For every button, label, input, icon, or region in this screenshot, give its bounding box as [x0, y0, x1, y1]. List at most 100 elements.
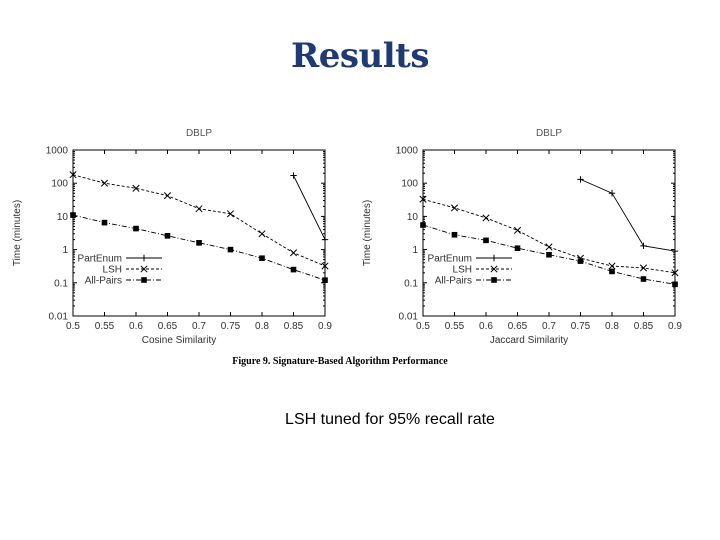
x-tick-label: 0.75 [571, 321, 591, 332]
data-point-all-pairs [514, 245, 521, 252]
series-all-pairs [70, 212, 328, 283]
chart-title: DBLP [186, 128, 212, 139]
x-tick-label: 0.75 [221, 321, 241, 332]
x-tick-label: 0.5 [66, 321, 80, 332]
figure-caption: Figure 9. Signature-Based Algorithm Perf… [232, 356, 448, 367]
y-axis-label: Time (minutes) [12, 200, 23, 266]
series-line-partenum [293, 175, 326, 240]
y-tick-label: 10 [57, 212, 69, 223]
x-tick-label: 0.8 [605, 321, 619, 332]
data-point-all-pairs [133, 225, 139, 232]
y-tick-label: 0.01 [399, 312, 419, 323]
data-point-all-pairs [420, 222, 426, 228]
data-point-lsh [639, 264, 648, 272]
series-lsh [419, 195, 679, 277]
data-point-all-pairs [640, 276, 647, 282]
data-point-lsh [163, 192, 172, 200]
data-point-partenum [608, 189, 616, 197]
legend-label-all-pairs: All-Pairs [85, 276, 122, 287]
y-tick-label: 1 [62, 245, 68, 256]
legend-marker-lsh [490, 265, 498, 273]
data-point-lsh [100, 179, 109, 187]
x-tick-label: 0.55 [445, 321, 465, 332]
x-tick-label: 0.8 [255, 321, 269, 332]
series-partenum [290, 172, 329, 243]
legend-label-lsh: LSH [103, 265, 122, 276]
data-point-lsh [513, 226, 522, 234]
data-point-all-pairs [483, 237, 489, 244]
x-tick-label: 0.7 [192, 321, 206, 332]
data-point-lsh [258, 230, 266, 238]
data-point-lsh [69, 171, 77, 179]
legend-marker-all-pairs [141, 277, 147, 283]
x-tick-label: 0.65 [508, 321, 528, 332]
y-tick-label: 1000 [46, 146, 69, 157]
data-point-all-pairs [227, 246, 234, 253]
data-point-lsh [482, 214, 490, 222]
y-tick-label: 1000 [396, 146, 419, 157]
data-point-lsh [671, 269, 679, 277]
data-point-all-pairs [196, 240, 202, 246]
y-tick-label: 100 [401, 179, 418, 190]
y-tick-label: 10 [407, 212, 419, 223]
x-tick-label: 0.6 [129, 321, 143, 332]
x-axis-label: Cosine Similarity [142, 335, 216, 346]
footnote: LSH tuned for 95% recall rate [285, 411, 495, 428]
legend-label-all-pairs: All-Pairs [435, 276, 472, 287]
x-tick-label: 0.9 [668, 321, 682, 332]
chart-title: DBLP [536, 128, 562, 139]
data-point-lsh [321, 262, 329, 270]
plot-frame [422, 149, 676, 317]
legend-label-lsh: LSH [453, 265, 472, 276]
data-point-lsh [450, 204, 459, 212]
y-tick-label: 0.1 [54, 278, 68, 289]
data-point-partenum [290, 172, 297, 179]
y-tick-label: 100 [51, 179, 68, 190]
data-point-lsh [195, 205, 203, 213]
data-point-partenum [321, 236, 329, 243]
y-tick-label: 1 [412, 245, 418, 256]
x-tick-label: 0.55 [95, 321, 115, 332]
legend-marker-partenum [490, 254, 498, 262]
series-line-all-pairs [422, 224, 676, 285]
legend-label-partenum: PartEnum [78, 254, 122, 265]
x-axis-label: Jaccard Similarity [490, 335, 568, 346]
x-tick-label: 0.65 [158, 321, 178, 332]
data-point-all-pairs [451, 231, 458, 238]
data-point-partenum [577, 176, 584, 183]
x-tick-label: 0.85 [634, 321, 654, 332]
legend-marker-lsh [140, 265, 148, 273]
data-point-lsh [132, 184, 140, 192]
data-point-all-pairs [577, 258, 584, 264]
y-tick-label: 0.01 [49, 312, 69, 323]
data-point-all-pairs [672, 281, 678, 288]
data-point-partenum [640, 242, 647, 250]
plot-frame [72, 149, 326, 317]
series-line-all-pairs [72, 214, 326, 281]
series-all-pairs [420, 222, 678, 288]
x-tick-label: 0.9 [318, 321, 332, 332]
data-point-lsh [608, 262, 616, 270]
data-point-all-pairs [290, 266, 297, 273]
x-tick-label: 0.6 [479, 321, 493, 332]
data-point-lsh [419, 195, 427, 203]
data-point-lsh [289, 249, 298, 257]
data-point-lsh [226, 210, 235, 218]
data-point-all-pairs [609, 268, 615, 275]
data-point-partenum [671, 247, 679, 255]
chart-jaccard-similarity: DBLP 0.5 0.55 0.6 0.65 0.7 0.75 0.8 0.85 0.9 0.01 0… [362, 128, 682, 346]
data-point-all-pairs [259, 255, 265, 262]
series-lsh [69, 171, 329, 270]
chart-cosine-similarity: DBLP 0.5 0.55 0.6 0.65 0.7 0.75 0.8 0.85 0.9 0.01 0… [12, 128, 332, 346]
data-point-all-pairs [546, 251, 552, 258]
series-line-partenum [580, 178, 676, 252]
x-tick-label: 0.85 [284, 321, 304, 332]
data-point-all-pairs [101, 219, 108, 226]
data-point-all-pairs [164, 233, 171, 239]
series-partenum [577, 176, 679, 255]
x-tick-label: 0.5 [416, 321, 430, 332]
legend-label-partenum: PartEnum [428, 254, 472, 265]
legend-marker-partenum [140, 254, 148, 262]
